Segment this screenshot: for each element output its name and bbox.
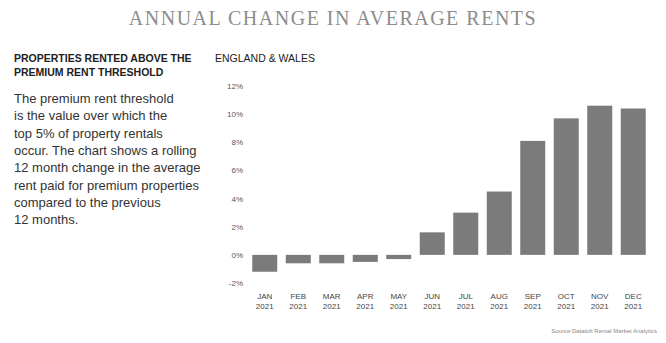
bar — [252, 255, 277, 272]
sidebar-body: is the value over which the — [14, 108, 167, 123]
sidebar-heading: PREMIUM RENT THRESHOLD — [14, 66, 164, 78]
y-tick-label: 2% — [231, 223, 243, 232]
y-tick-label: 6% — [231, 166, 243, 175]
x-tick-label-line: APR — [357, 292, 374, 301]
x-tick-label-line: DEC — [625, 292, 642, 301]
subtitle: ENGLAND & WALES — [215, 52, 315, 64]
x-tick-label-line: JUN — [424, 292, 440, 301]
sidebar-body: compared to the previous — [14, 195, 161, 210]
x-tick-label: OCT2021 — [557, 292, 575, 311]
x-tick-label: AUG2021 — [490, 292, 508, 311]
x-tick-label-line: 2021 — [390, 302, 408, 311]
x-tick-label-line: 2021 — [524, 302, 542, 311]
sidebar-heading: PROPERTIES RENTED ABOVE THE — [14, 52, 192, 64]
x-tick-label-line: MAR — [323, 292, 341, 301]
chart: ANNUAL CHANGE IN AVERAGE RENTS PROPERTIES… — [0, 0, 666, 343]
bar — [386, 255, 411, 259]
x-tick-label-line: 2021 — [356, 302, 374, 311]
sidebar-body: top 5% of property rentals — [14, 126, 163, 141]
bar — [353, 255, 378, 262]
x-tick-label-line: OCT — [558, 292, 575, 301]
bars — [252, 106, 646, 272]
x-tick-label: MAR2021 — [323, 292, 341, 311]
bar — [520, 141, 545, 255]
x-tick-label: DEC2021 — [624, 292, 642, 311]
x-tick-label-line: 2021 — [289, 302, 307, 311]
y-tick-label: 10% — [227, 110, 243, 119]
x-tick-label-line: NOV — [591, 292, 609, 301]
x-tick-label: NOV2021 — [591, 292, 609, 311]
x-tick-label-line: AUG — [491, 292, 508, 301]
sidebar-body: occur. The chart shows a rolling — [14, 143, 197, 158]
y-tick-label: 4% — [231, 195, 243, 204]
x-tick-label: MAY2021 — [390, 292, 408, 311]
bar — [319, 255, 344, 263]
sidebar-body: 12 month change in the average — [14, 160, 200, 175]
x-tick-label-line: 2021 — [624, 302, 642, 311]
x-tick-label: JAN2021 — [256, 292, 274, 311]
x-tick-label: JUN2021 — [423, 292, 441, 311]
sidebar-body: 12 months. — [14, 212, 78, 227]
x-tick-label: SEP2021 — [524, 292, 542, 311]
sidebar-body: rent paid for premium properties — [14, 178, 199, 193]
x-tick-label-line: SEP — [525, 292, 541, 301]
x-tick-label: FEB2021 — [289, 292, 307, 311]
sidebar-body: The premium rent threshold — [14, 91, 174, 106]
x-tick-label: JUL2021 — [457, 292, 475, 311]
title: ANNUAL CHANGE IN AVERAGE RENTS — [129, 7, 537, 29]
x-tick-label: APR2021 — [356, 292, 374, 311]
x-tick-label-line: JUL — [459, 292, 474, 301]
y-tick-label: -2% — [229, 279, 243, 288]
y-tick-label: 8% — [231, 138, 243, 147]
bar — [487, 192, 512, 255]
bar — [453, 213, 478, 255]
bar — [420, 232, 445, 255]
y-tick-label: 0% — [231, 251, 243, 260]
y-tick-label: 12% — [227, 82, 243, 91]
x-tick-label-line: 2021 — [457, 302, 475, 311]
x-tick-label-line: 2021 — [323, 302, 341, 311]
bar — [621, 109, 646, 255]
bar — [554, 118, 579, 254]
x-tick-label-line: 2021 — [557, 302, 575, 311]
source: Source:Dataloft Rental Market Analytics — [551, 328, 657, 334]
x-tick-label-line: FEB — [290, 292, 306, 301]
bar — [286, 255, 311, 263]
x-tick-label-line: 2021 — [423, 302, 441, 311]
x-tick-label-line: 2021 — [256, 302, 274, 311]
bar — [587, 106, 612, 255]
x-tick-label-line: MAY — [390, 292, 407, 301]
x-tick-label-line: JAN — [257, 292, 272, 301]
x-tick-label-line: 2021 — [490, 302, 508, 311]
x-tick-label-line: 2021 — [591, 302, 609, 311]
